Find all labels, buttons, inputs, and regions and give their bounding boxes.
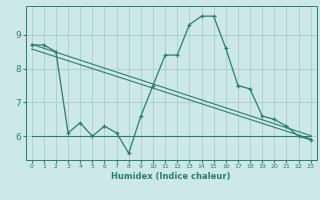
- X-axis label: Humidex (Indice chaleur): Humidex (Indice chaleur): [111, 172, 231, 181]
